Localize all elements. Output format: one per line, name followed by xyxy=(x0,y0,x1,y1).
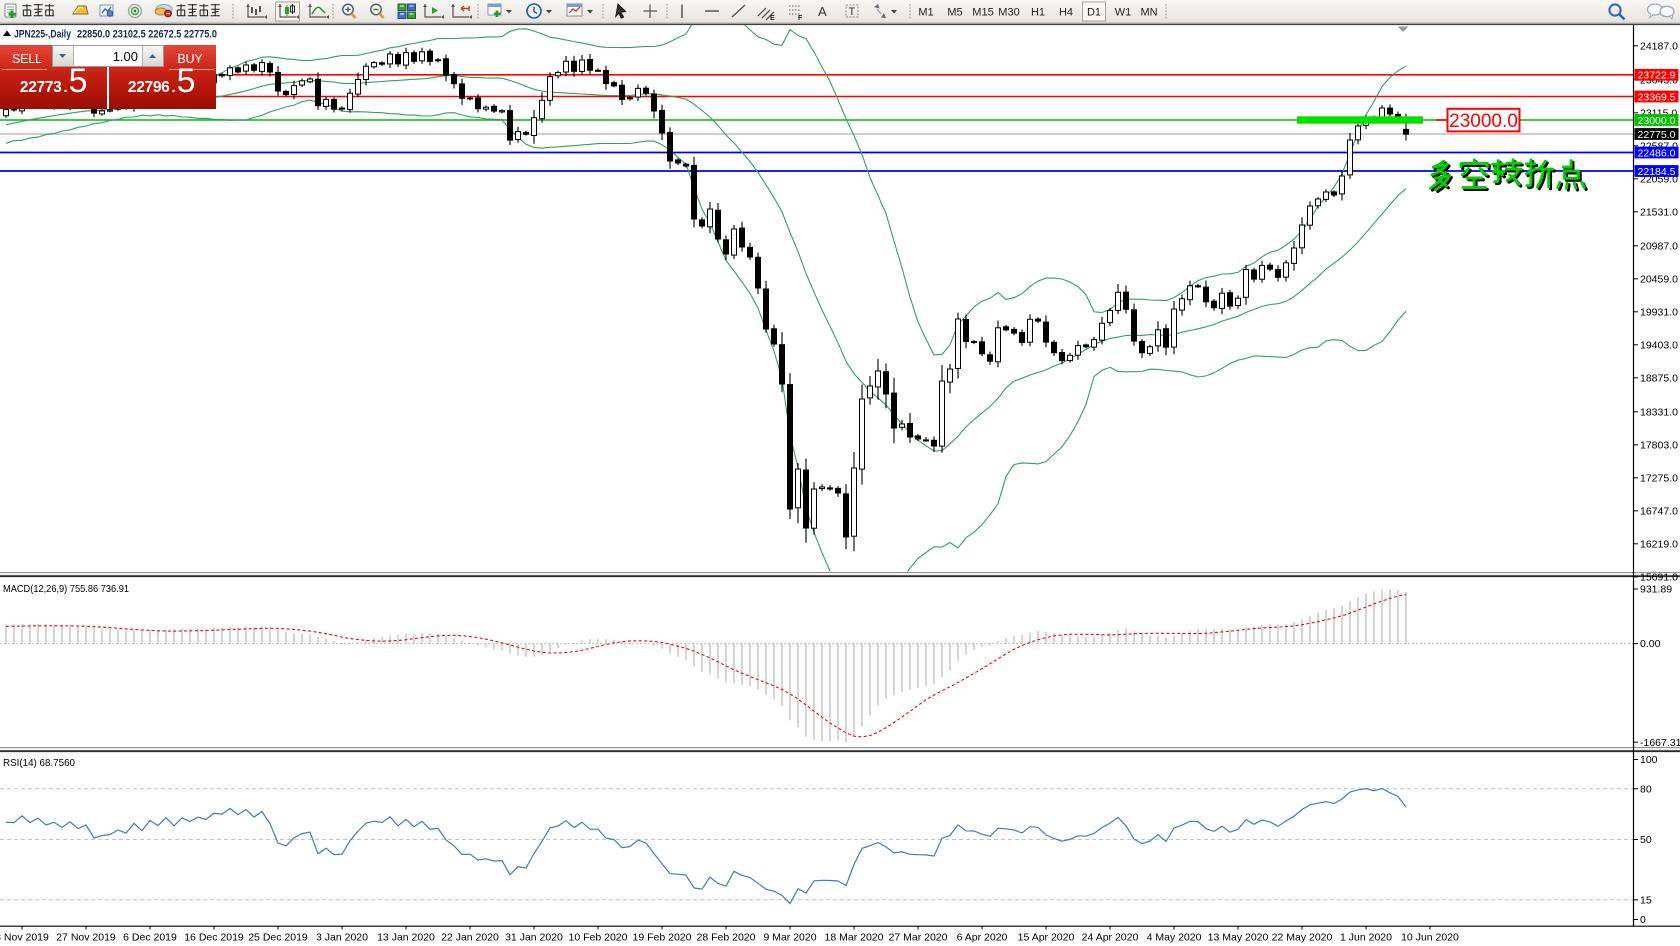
svg-text:M15: M15 xyxy=(972,6,993,18)
svg-text:50: 50 xyxy=(1640,834,1652,846)
svg-text:F: F xyxy=(798,15,803,22)
svg-text:10 Feb 2020: 10 Feb 2020 xyxy=(569,932,628,944)
svg-text:19 Feb 2020: 19 Feb 2020 xyxy=(633,932,692,944)
svg-text:28 Feb 2020: 28 Feb 2020 xyxy=(697,932,756,944)
svg-text:15691.0: 15691.0 xyxy=(1640,571,1678,583)
svg-text:M30: M30 xyxy=(998,6,1019,18)
svg-text:22 May 2020: 22 May 2020 xyxy=(1272,932,1333,944)
svg-text:0.00: 0.00 xyxy=(1640,638,1661,650)
svg-text:MN: MN xyxy=(1140,6,1157,18)
svg-text:16219.0: 16219.0 xyxy=(1640,538,1678,550)
svg-text:80: 80 xyxy=(1640,783,1652,795)
svg-text:20459.0: 20459.0 xyxy=(1640,273,1678,285)
svg-text:18 Mar 2020: 18 Mar 2020 xyxy=(825,932,884,944)
svg-text:19931.0: 19931.0 xyxy=(1640,306,1678,318)
svg-text:22850.0 23102.5 22672.5 22775.: 22850.0 23102.5 22672.5 22775.0 xyxy=(77,29,217,41)
svg-text:22775.0: 22775.0 xyxy=(1638,129,1676,141)
svg-text:13 May 2020: 13 May 2020 xyxy=(1208,932,1269,944)
svg-text:16 Dec 2019: 16 Dec 2019 xyxy=(184,932,244,944)
svg-text:22 Jan 2020: 22 Jan 2020 xyxy=(441,932,499,944)
svg-text:19403.0: 19403.0 xyxy=(1640,339,1678,351)
svg-text:RSI(14) 68.7560: RSI(14) 68.7560 xyxy=(3,757,75,769)
svg-text:D1: D1 xyxy=(1087,6,1101,18)
svg-text:20987.0: 20987.0 xyxy=(1640,240,1678,252)
svg-text:24 Apr 2020: 24 Apr 2020 xyxy=(1082,932,1139,944)
svg-text:3 Jan 2020: 3 Jan 2020 xyxy=(316,932,368,944)
svg-text:E: E xyxy=(770,15,775,22)
svg-text:0: 0 xyxy=(1640,914,1646,926)
svg-text:T: T xyxy=(849,6,856,18)
svg-text:17803.0: 17803.0 xyxy=(1640,439,1678,451)
svg-text:15 Apr 2020: 15 Apr 2020 xyxy=(1018,932,1075,944)
svg-text:931.89: 931.89 xyxy=(1640,584,1672,596)
svg-text:21531.0: 21531.0 xyxy=(1640,206,1678,218)
svg-text:23369.5: 23369.5 xyxy=(1638,91,1676,103)
svg-text:23722.9: 23722.9 xyxy=(1638,70,1676,82)
svg-text:A: A xyxy=(818,4,827,19)
svg-text:22486.0: 22486.0 xyxy=(1638,147,1676,159)
svg-text:H4: H4 xyxy=(1059,6,1073,18)
svg-text:15: 15 xyxy=(1640,894,1652,906)
svg-text:M1: M1 xyxy=(918,6,933,18)
svg-text:9 Mar 2020: 9 Mar 2020 xyxy=(763,932,816,944)
svg-text:MACD(12,26,9) 755.86 736.91: MACD(12,26,9) 755.86 736.91 xyxy=(3,583,129,595)
svg-text:27 Mar 2020: 27 Mar 2020 xyxy=(889,932,948,944)
svg-text:-1667.31: -1667.31 xyxy=(1640,737,1680,749)
svg-text:H1: H1 xyxy=(1031,6,1045,18)
svg-text:16747.0: 16747.0 xyxy=(1640,505,1678,517)
svg-text:8 Nov 2019: 8 Nov 2019 xyxy=(0,932,49,944)
svg-text:6 Apr 2020: 6 Apr 2020 xyxy=(957,932,1008,944)
svg-text:1 Jun 2020: 1 Jun 2020 xyxy=(1340,932,1392,944)
svg-text:10 Jun 2020: 10 Jun 2020 xyxy=(1401,932,1459,944)
svg-text:23000.0: 23000.0 xyxy=(1449,111,1518,132)
svg-text:17275.0: 17275.0 xyxy=(1640,472,1678,484)
svg-text:100: 100 xyxy=(1640,754,1658,766)
svg-text:M5: M5 xyxy=(947,6,962,18)
svg-text:JPN225-,Daily: JPN225-,Daily xyxy=(14,29,72,41)
svg-text:25 Dec 2019: 25 Dec 2019 xyxy=(248,932,308,944)
svg-text:18875.0: 18875.0 xyxy=(1640,372,1678,384)
svg-text:31 Jan 2020: 31 Jan 2020 xyxy=(505,932,563,944)
svg-text:18331.0: 18331.0 xyxy=(1640,406,1678,418)
svg-text:23000.0: 23000.0 xyxy=(1638,115,1676,127)
svg-text:6 Dec 2019: 6 Dec 2019 xyxy=(123,932,177,944)
svg-text:4 May 2020: 4 May 2020 xyxy=(1147,932,1202,944)
svg-text:24187.0: 24187.0 xyxy=(1640,40,1678,52)
svg-text:27 Nov 2019: 27 Nov 2019 xyxy=(56,932,116,944)
svg-text:22184.5: 22184.5 xyxy=(1638,166,1676,178)
svg-text:W1: W1 xyxy=(1115,6,1132,18)
svg-text:13 Jan 2020: 13 Jan 2020 xyxy=(377,932,435,944)
